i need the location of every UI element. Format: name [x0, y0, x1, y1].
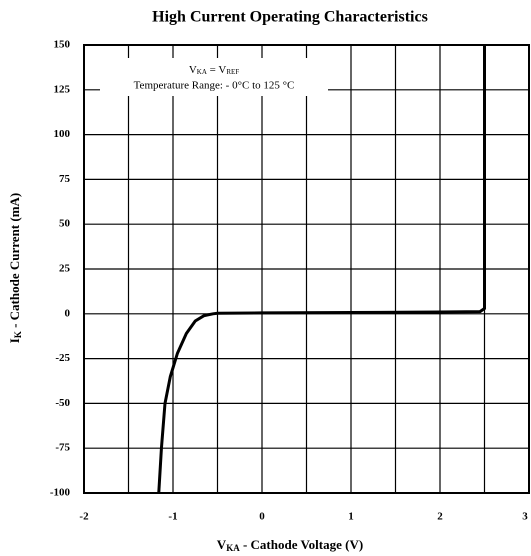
y-tick-label: 0 [65, 307, 71, 319]
annotation-part: KA [197, 68, 207, 76]
y-tick-label: 100 [54, 128, 71, 140]
plot-border [83, 44, 530, 494]
x-tick-label: 3 [522, 511, 528, 523]
line-series [157, 45, 486, 494]
x-label-sub: KA [226, 543, 240, 553]
annotation-bg [100, 58, 328, 96]
x-label-part: V [217, 537, 227, 552]
x-tick-label: -1 [168, 511, 177, 523]
annotation: VKA = VREF Temperature Range: - 0°C to 12… [100, 58, 328, 96]
x-tick-label: 1 [348, 511, 354, 523]
annotation-part: V [189, 64, 197, 76]
y-tick-label: 150 [54, 39, 71, 51]
y-tick-label: 25 [59, 263, 71, 275]
y-tick-label: 125 [54, 83, 71, 95]
y-tick-label: 50 [59, 218, 71, 230]
y-tick-label: -50 [55, 397, 70, 409]
y-tick-label: 75 [59, 173, 71, 185]
x-tick-label: 2 [437, 511, 443, 523]
x-tick-label: -2 [79, 511, 89, 523]
y-tick-label: -25 [55, 352, 70, 364]
x-axis-label: VKA - Cathode Voltage (V) [217, 537, 363, 553]
chart-title: High Current Operating Characteristics [152, 9, 428, 26]
annotation-line: Temperature Range: - 0°C to 125 °C [134, 80, 295, 92]
y-label-part: I [7, 338, 22, 343]
y-label-sub: K [13, 331, 23, 338]
annotation-part: = V [207, 64, 227, 76]
annotation-line: VKA = VREF [189, 64, 239, 76]
x-label-part: - Cathode Voltage (V) [240, 537, 364, 552]
annotation-part: REF [226, 68, 239, 76]
y-tick-label: -75 [55, 442, 70, 454]
y-axis-label: IK - Cathode Current (mA) [7, 193, 23, 343]
y-tick-label: -100 [50, 487, 71, 499]
x-tick-label: 0 [259, 511, 265, 523]
y-label-part: - Cathode Current (mA) [7, 193, 22, 331]
